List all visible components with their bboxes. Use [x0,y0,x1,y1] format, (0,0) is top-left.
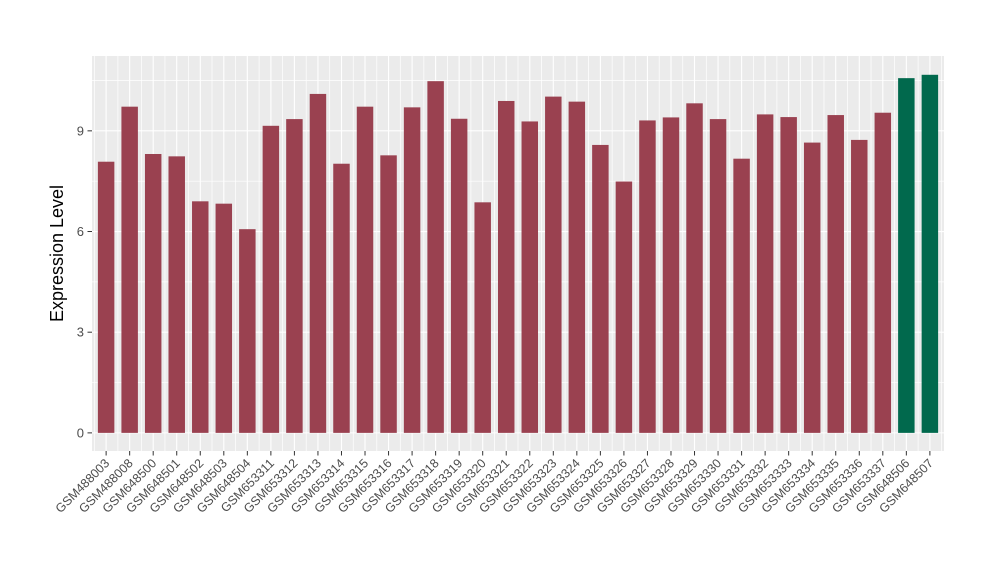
bar [592,144,609,433]
y-tick-label: 6 [77,224,84,239]
bar [121,106,138,433]
bar [450,118,468,433]
bar [215,203,233,433]
bar [403,107,421,433]
bar [733,158,750,433]
bar [380,155,397,433]
y-tick-label: 0 [77,425,84,440]
bar [97,161,115,433]
bar [686,103,703,433]
bar [874,112,892,433]
bar [662,117,680,433]
bar [309,93,327,433]
bar-highlighted [921,74,939,433]
y-tick-label: 3 [77,325,84,340]
bar [803,142,821,433]
bar [356,106,374,433]
bar [239,229,256,433]
bar [639,120,656,433]
bar [709,119,727,433]
bar [615,181,633,433]
bar [333,163,350,433]
bar [144,153,162,433]
bar [545,96,562,433]
bar [427,81,444,433]
bar [286,119,303,433]
bar-highlighted [898,78,915,433]
bar [521,121,539,433]
bar [827,115,844,433]
bar [851,139,868,433]
bar [262,125,280,433]
bar [168,156,185,433]
bar [568,101,586,433]
y-tick-label: 9 [77,123,84,138]
bar [192,201,209,433]
bar [497,100,515,433]
bar [780,117,797,433]
bar [756,114,774,433]
bar [474,202,491,433]
y-axis-title: Expression Level [47,185,67,322]
